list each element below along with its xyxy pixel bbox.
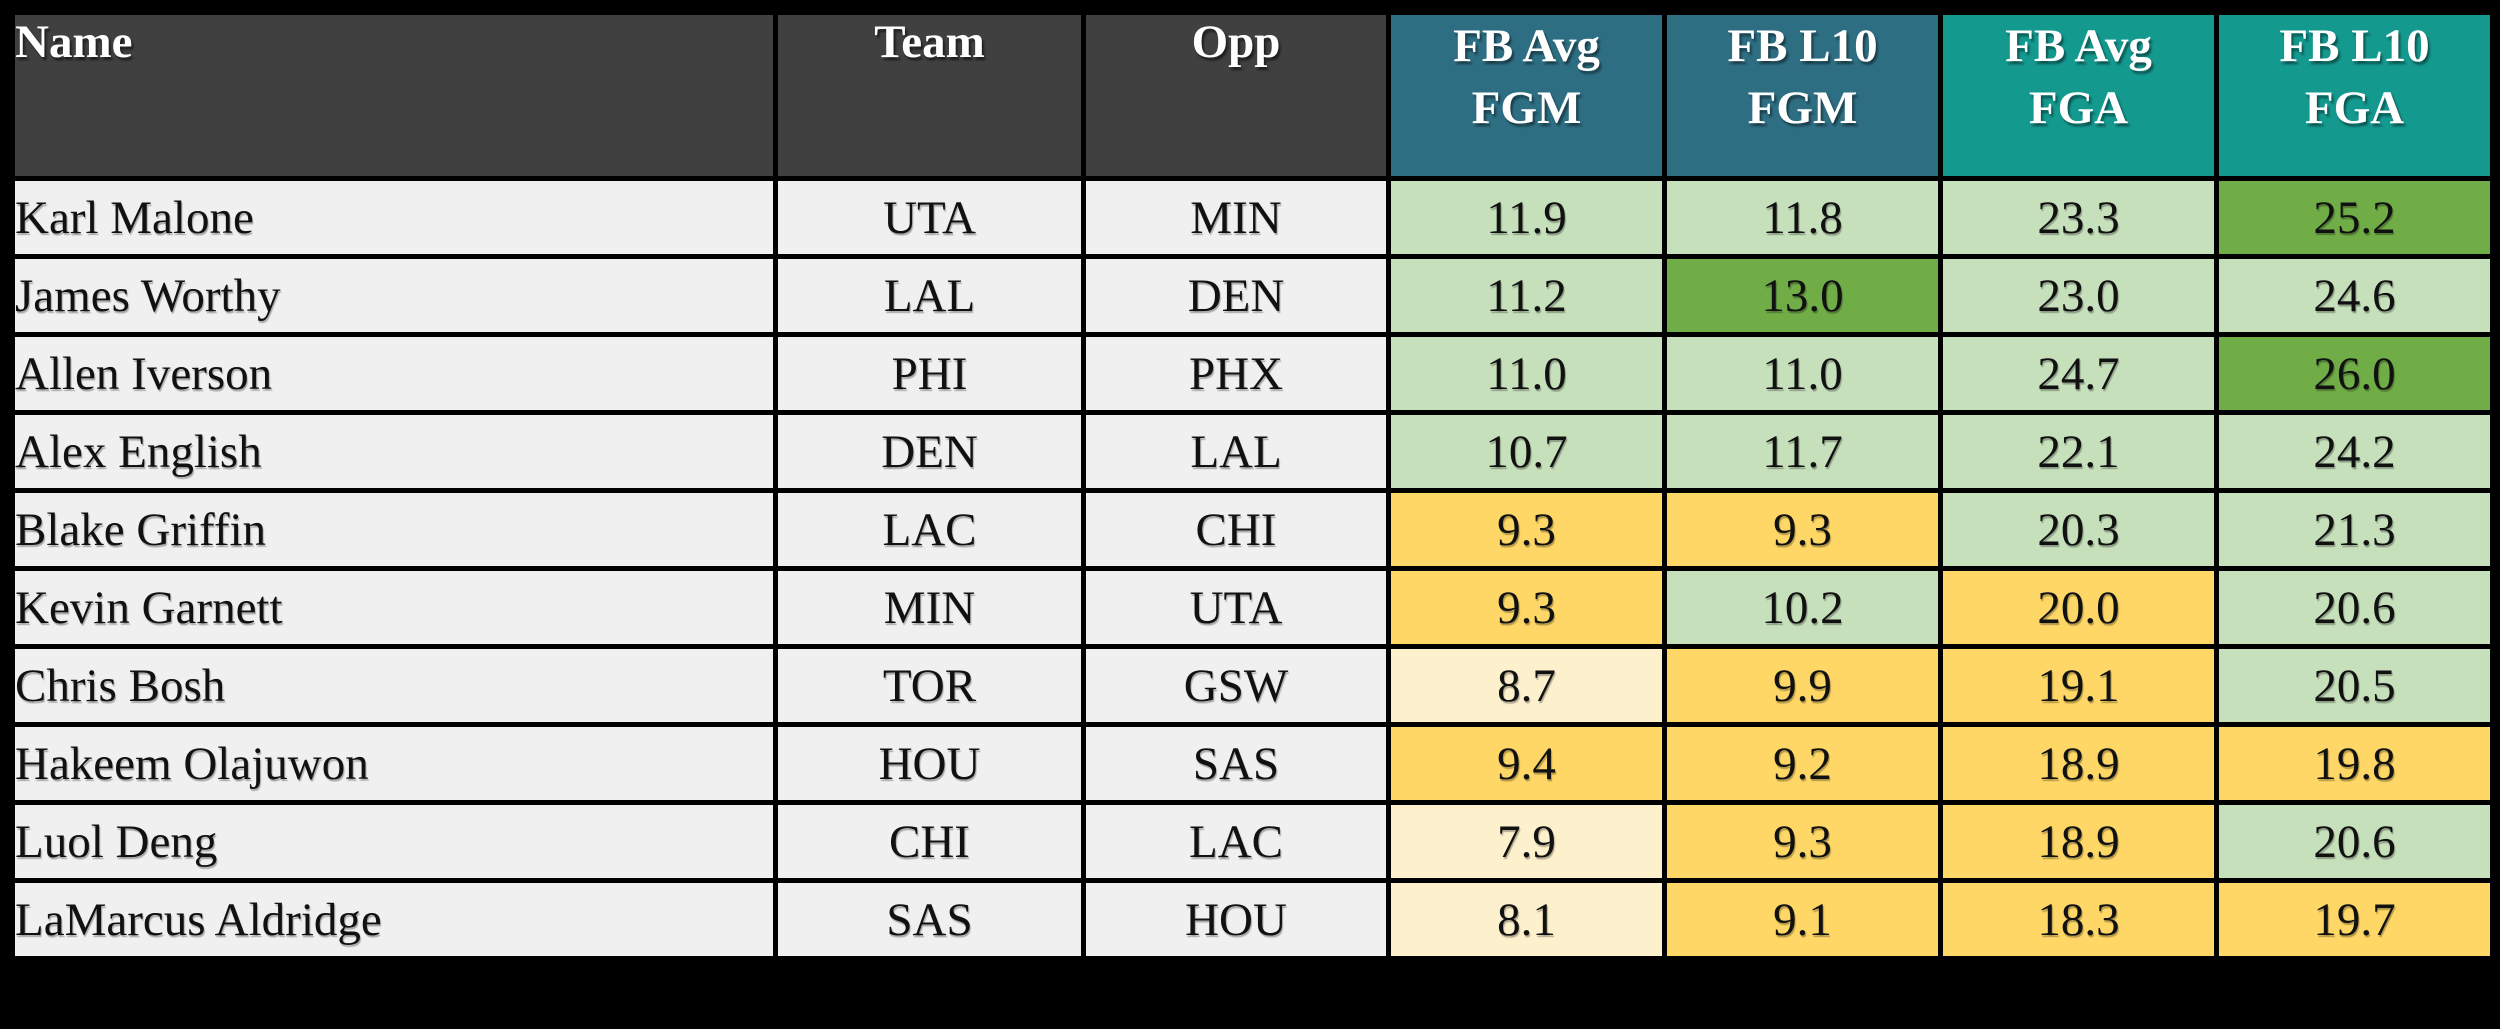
header-line: FB L10 — [2279, 20, 2430, 72]
stat-cell-fb-avg-fgm: 10.7 — [1386, 410, 1667, 493]
player-name-cell: Allen Iverson — [10, 332, 778, 415]
player-name-cell: Luol Deng — [10, 800, 778, 883]
stat-cell-fb-l10-fga: 19.8 — [2214, 722, 2495, 805]
stat-cell-fb-l10-fgm: 9.3 — [1662, 800, 1943, 883]
stat-cell-fb-l10-fga: 26.0 — [2214, 332, 2495, 415]
stat-cell-fb-l10-fgm: 9.2 — [1662, 722, 1943, 805]
team-cell: PHI — [773, 332, 1086, 415]
player-name-cell: Kevin Garnett — [10, 566, 778, 649]
stat-cell-fb-l10-fga: 24.6 — [2214, 254, 2495, 337]
opp-cell: SAS — [1081, 722, 1391, 805]
stat-cell-fb-avg-fgm: 9.3 — [1386, 566, 1667, 649]
stat-cell-fb-avg-fga: 20.0 — [1938, 566, 2219, 649]
stat-cell-fb-l10-fgm: 11.7 — [1662, 410, 1943, 493]
player-name-cell: Alex English — [10, 410, 778, 493]
stat-cell-fb-l10-fga: 25.2 — [2214, 176, 2495, 259]
stat-cell-fb-avg-fga: 18.9 — [1938, 800, 2219, 883]
column-header-team: Team — [773, 10, 1086, 181]
table-row: Luol Deng CHI LAC 7.9 9.3 18.9 20.6 — [10, 800, 2495, 883]
header-line: FB Avg — [2005, 20, 2152, 72]
opp-cell: MIN — [1081, 176, 1391, 259]
header-line: FGA — [2028, 82, 2129, 135]
stat-cell-fb-avg-fga: 20.3 — [1938, 488, 2219, 571]
header-line: FGA — [2304, 82, 2405, 135]
team-cell: LAL — [773, 254, 1086, 337]
table-row: Alex English DEN LAL 10.7 11.7 22.1 24.2 — [10, 410, 2495, 493]
stat-cell-fb-l10-fgm: 10.2 — [1662, 566, 1943, 649]
stat-cell-fb-avg-fgm: 11.9 — [1386, 176, 1667, 259]
opp-cell: LAL — [1081, 410, 1391, 493]
table-row: Karl Malone UTA MIN 11.9 11.8 23.3 25.2 — [10, 176, 2495, 259]
opp-cell: LAC — [1081, 800, 1391, 883]
stat-cell-fb-avg-fga: 23.0 — [1938, 254, 2219, 337]
table-row: Kevin Garnett MIN UTA 9.3 10.2 20.0 20.6 — [10, 566, 2495, 649]
stat-cell-fb-l10-fgm: 9.3 — [1662, 488, 1943, 571]
header-line: FB Avg — [1453, 20, 1600, 72]
header-line: FB L10 — [1727, 20, 1878, 72]
stat-cell-fb-l10-fga: 21.3 — [2214, 488, 2495, 571]
stat-cell-fb-l10-fgm: 9.9 — [1662, 644, 1943, 727]
stat-cell-fb-avg-fgm: 8.1 — [1386, 878, 1667, 961]
player-name-cell: Blake Griffin — [10, 488, 778, 571]
team-cell: CHI — [773, 800, 1086, 883]
header-row: Name Team Opp FB Avg FGM FB L10 FGM FB A… — [10, 10, 2495, 181]
header-line: FGM — [1471, 82, 1582, 135]
player-name-cell: Hakeem Olajuwon — [10, 722, 778, 805]
header-line: FGM — [1747, 82, 1858, 135]
column-header-fb-avg-fgm: FB Avg FGM — [1386, 10, 1667, 181]
stat-cell-fb-l10-fgm: 11.0 — [1662, 332, 1943, 415]
stat-cell-fb-avg-fgm: 8.7 — [1386, 644, 1667, 727]
column-header-opp: Opp — [1081, 10, 1391, 181]
player-stats-table: Name Team Opp FB Avg FGM FB L10 FGM FB A… — [10, 10, 2495, 961]
stat-cell-fb-l10-fga: 24.2 — [2214, 410, 2495, 493]
player-name-cell: Karl Malone — [10, 176, 778, 259]
opp-cell: HOU — [1081, 878, 1391, 961]
stat-cell-fb-avg-fgm: 9.3 — [1386, 488, 1667, 571]
stat-cell-fb-l10-fga: 20.5 — [2214, 644, 2495, 727]
team-cell: DEN — [773, 410, 1086, 493]
opp-cell: UTA — [1081, 566, 1391, 649]
opp-cell: CHI — [1081, 488, 1391, 571]
table-row: Chris Bosh TOR GSW 8.7 9.9 19.1 20.5 — [10, 644, 2495, 727]
player-name-cell: James Worthy — [10, 254, 778, 337]
opp-cell: PHX — [1081, 332, 1391, 415]
stat-cell-fb-avg-fgm: 11.2 — [1386, 254, 1667, 337]
table-row: James Worthy LAL DEN 11.2 13.0 23.0 24.6 — [10, 254, 2495, 337]
stat-cell-fb-avg-fgm: 11.0 — [1386, 332, 1667, 415]
column-header-fb-avg-fga: FB Avg FGA — [1938, 10, 2219, 181]
stat-cell-fb-l10-fgm: 9.1 — [1662, 878, 1943, 961]
stat-cell-fb-avg-fga: 24.7 — [1938, 332, 2219, 415]
team-cell: UTA — [773, 176, 1086, 259]
team-cell: MIN — [773, 566, 1086, 649]
stat-cell-fb-l10-fga: 19.7 — [2214, 878, 2495, 961]
column-header-fb-l10-fga: FB L10 FGA — [2214, 10, 2495, 181]
stat-cell-fb-avg-fga: 22.1 — [1938, 410, 2219, 493]
stat-cell-fb-avg-fga: 19.1 — [1938, 644, 2219, 727]
stat-cell-fb-avg-fga: 18.9 — [1938, 722, 2219, 805]
team-cell: TOR — [773, 644, 1086, 727]
table-row: Hakeem Olajuwon HOU SAS 9.4 9.2 18.9 19.… — [10, 722, 2495, 805]
opp-cell: DEN — [1081, 254, 1391, 337]
stat-cell-fb-avg-fgm: 9.4 — [1386, 722, 1667, 805]
stat-cell-fb-avg-fga: 23.3 — [1938, 176, 2219, 259]
opp-cell: GSW — [1081, 644, 1391, 727]
stat-cell-fb-l10-fga: 20.6 — [2214, 566, 2495, 649]
team-cell: SAS — [773, 878, 1086, 961]
player-name-cell: LaMarcus Aldridge — [10, 878, 778, 961]
column-header-fb-l10-fgm: FB L10 FGM — [1662, 10, 1943, 181]
stat-cell-fb-l10-fga: 20.6 — [2214, 800, 2495, 883]
stat-cell-fb-avg-fga: 18.3 — [1938, 878, 2219, 961]
stat-cell-fb-l10-fgm: 13.0 — [1662, 254, 1943, 337]
stat-cell-fb-avg-fgm: 7.9 — [1386, 800, 1667, 883]
table-row: LaMarcus Aldridge SAS HOU 8.1 9.1 18.3 1… — [10, 878, 2495, 961]
team-cell: LAC — [773, 488, 1086, 571]
table-row: Blake Griffin LAC CHI 9.3 9.3 20.3 21.3 — [10, 488, 2495, 571]
stat-cell-fb-l10-fgm: 11.8 — [1662, 176, 1943, 259]
table-row: Allen Iverson PHI PHX 11.0 11.0 24.7 26.… — [10, 332, 2495, 415]
team-cell: HOU — [773, 722, 1086, 805]
player-name-cell: Chris Bosh — [10, 644, 778, 727]
column-header-name: Name — [10, 10, 778, 181]
